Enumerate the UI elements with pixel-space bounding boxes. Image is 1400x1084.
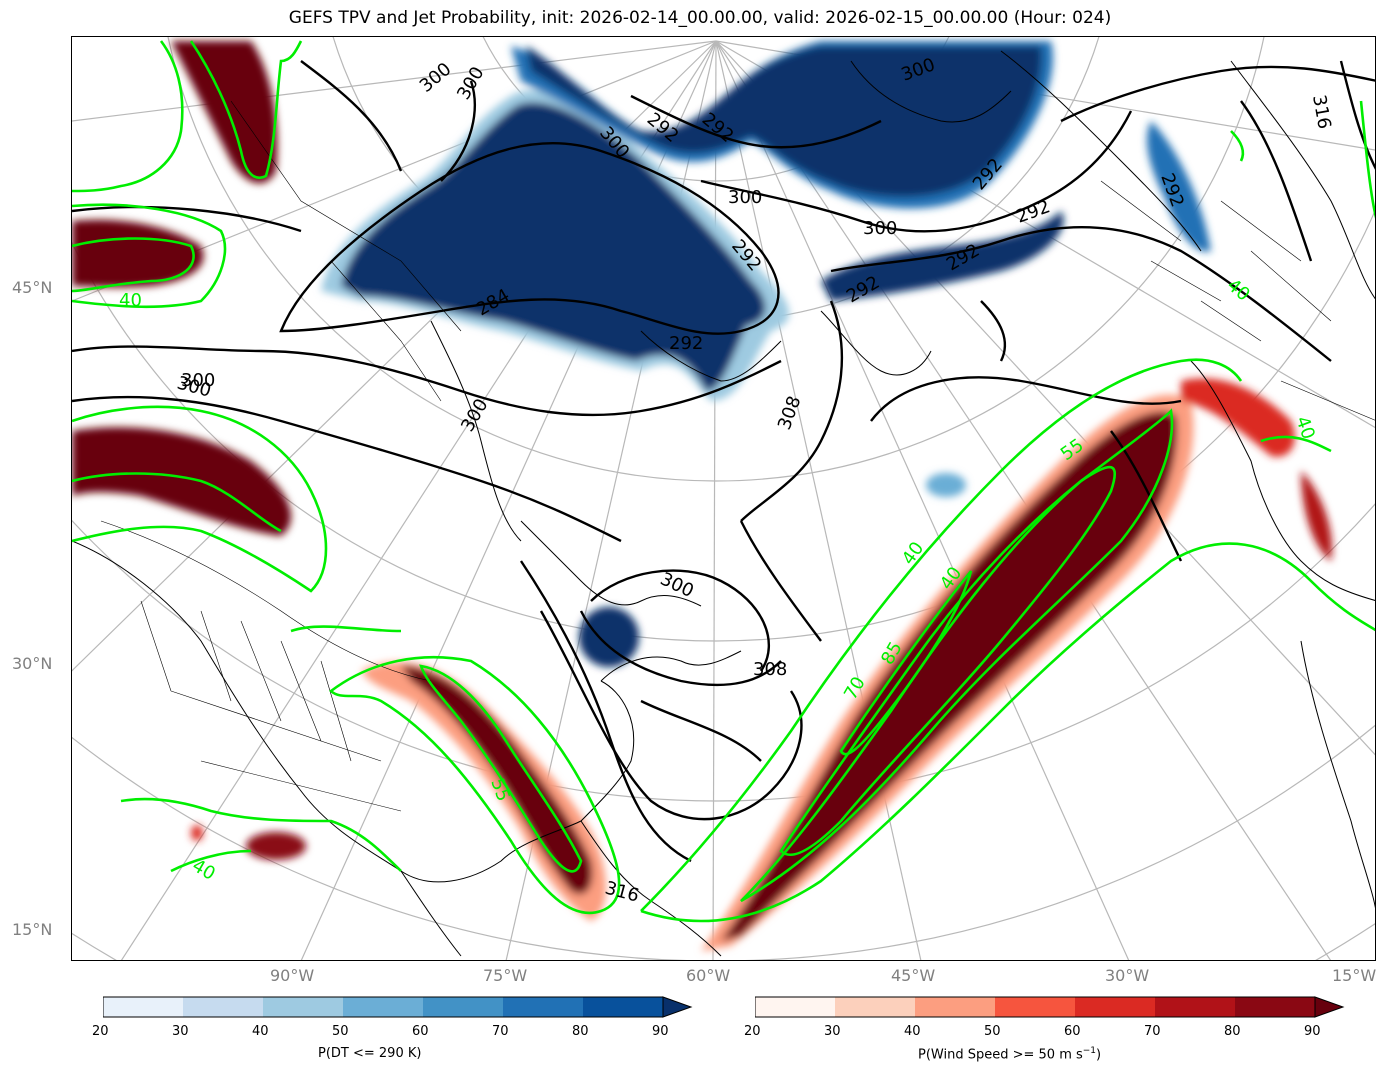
theta-label: 300: [728, 187, 762, 208]
wind-label: 40: [1223, 275, 1254, 306]
lon-label-30w: 30°W: [1105, 966, 1150, 985]
lat-label-45n: 45°N: [12, 278, 53, 297]
colorbar-extend-arrow: [662, 996, 693, 1018]
colorbar-bin: [835, 997, 915, 1017]
theta-label: 316: [603, 878, 642, 907]
lat-label-30n: 30°N: [12, 654, 53, 673]
jet-tick: 90: [1304, 1024, 1321, 1039]
theta-label: 292: [669, 333, 703, 354]
colorbar-bin: [1075, 997, 1155, 1017]
wind-label: 40: [119, 290, 142, 311]
lon-label-45w: 45°W: [891, 966, 936, 985]
tpv-tick: 90: [652, 1024, 669, 1039]
theta-label: 316: [1308, 93, 1335, 130]
lon-label-75w: 75°W: [483, 966, 528, 985]
tpv-colorbar-label: P(DT <= 290 K): [318, 1046, 422, 1061]
colorbar-bin: [503, 997, 583, 1017]
theta-contours: [72, 60, 1375, 863]
lat-label-15n: 15°N: [12, 920, 53, 939]
jet-tick: 20: [744, 1024, 761, 1039]
tpv-tick: 80: [572, 1024, 589, 1039]
colorbar-bin: [755, 997, 835, 1017]
jet-colorbar-label: P(Wind Speed >= 50 m s−1): [918, 1046, 1101, 1062]
theta-label: 300: [416, 59, 456, 97]
theta-label: 308: [753, 659, 787, 680]
jet-colorbar: [755, 996, 1345, 1018]
figure-title: GEFS TPV and Jet Probability, init: 2026…: [288, 8, 1112, 28]
lon-label-60w: 60°W: [686, 966, 731, 985]
tpv-colorbar: [103, 996, 693, 1018]
wind-contours: [72, 40, 1375, 923]
tpv-tick: 30: [172, 1024, 189, 1039]
jet-tick: 40: [904, 1024, 921, 1039]
jet-tick: 30: [824, 1024, 841, 1039]
colorbar-bin: [103, 997, 183, 1017]
tpv-tick: 50: [332, 1024, 349, 1039]
jet-tick: 80: [1224, 1024, 1241, 1039]
theta-label: 308: [774, 393, 805, 432]
wind-label: 40: [189, 855, 219, 885]
country-borders: [100, 100, 1375, 812]
jet-tick: 70: [1144, 1024, 1161, 1039]
jet-colorbar-label-main: P(Wind Speed >= 50 m s: [918, 1047, 1083, 1063]
map-panel: 300 300 292 292 300 292 300 300 292 292 …: [71, 36, 1376, 961]
colorbar-bin: [1155, 997, 1235, 1017]
tpv-tick: 40: [252, 1024, 269, 1039]
colorbar-bin: [583, 997, 663, 1017]
jet-colorbar-label-exponent: −1: [1082, 1046, 1097, 1056]
lon-label-90w: 90°W: [270, 966, 315, 985]
jet-probability-shading: [72, 41, 1332, 952]
colorbar-bin: [995, 997, 1075, 1017]
colorbar-bin: [263, 997, 343, 1017]
jet-tick: 60: [1064, 1024, 1081, 1039]
colorbar-bin: [343, 997, 423, 1017]
theta-label: 300: [453, 63, 488, 103]
colorbar-bin: [423, 997, 503, 1017]
lon-label-15w: 15°W: [1332, 966, 1377, 985]
tpv-tick: 60: [412, 1024, 429, 1039]
jet-tick: 50: [984, 1024, 1001, 1039]
jet-colorbar-label-end: ): [1096, 1047, 1102, 1063]
colorbar-bin: [1235, 997, 1315, 1017]
colorbar-bin: [915, 997, 995, 1017]
colorbar-bin: [183, 997, 263, 1017]
wind-label: 40: [898, 538, 928, 569]
tpv-tick: 20: [92, 1024, 109, 1039]
theta-label: 300: [181, 370, 215, 391]
theta-label: 300: [457, 395, 492, 435]
colorbar-extend-arrow: [1314, 996, 1345, 1018]
tpv-tick: 70: [492, 1024, 509, 1039]
map-svg: 300 300 292 292 300 292 300 300 292 292 …: [72, 37, 1375, 960]
theta-label: 300: [863, 218, 897, 239]
coastlines: [72, 50, 1375, 957]
